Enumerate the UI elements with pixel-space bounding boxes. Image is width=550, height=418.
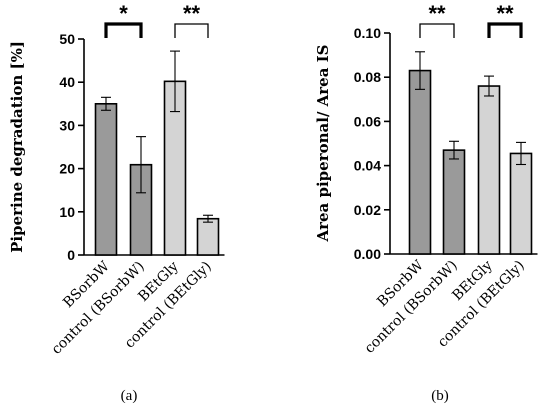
panel-label: (a) bbox=[121, 388, 138, 404]
bar bbox=[477, 85, 501, 255]
y-tick-label: 0.08 bbox=[354, 69, 381, 85]
panel-label: (b) bbox=[431, 388, 449, 404]
y-tick-label: 30 bbox=[59, 117, 75, 133]
y-axis-title: Area piperonal/ Area IS bbox=[314, 44, 332, 242]
y-tick-label: 0.00 bbox=[354, 246, 381, 262]
bar bbox=[509, 152, 533, 255]
significance-label: ** bbox=[183, 1, 201, 26]
significance-bracket bbox=[487, 22, 523, 38]
significance-bracket bbox=[174, 23, 209, 38]
significance-label: * bbox=[119, 1, 128, 26]
y-tick-label: 50 bbox=[59, 31, 75, 47]
significance-label: ** bbox=[428, 1, 446, 26]
significance-bracket bbox=[419, 23, 455, 38]
y-tick-label: 0 bbox=[67, 247, 75, 263]
y-tick-label: 0.06 bbox=[354, 113, 381, 129]
y-tick-label: 0.04 bbox=[354, 158, 381, 174]
y-axis-title: Piperine degradation [%] bbox=[8, 41, 26, 253]
y-tick-label: 40 bbox=[59, 74, 75, 90]
y-tick-label: 20 bbox=[59, 161, 75, 177]
y-tick-label: 0.10 bbox=[354, 25, 381, 41]
bar bbox=[196, 217, 220, 256]
bar bbox=[408, 69, 432, 255]
bar bbox=[442, 149, 466, 255]
significance-label: ** bbox=[496, 1, 514, 26]
significance-bracket bbox=[104, 22, 143, 38]
y-tick-label: 0.02 bbox=[354, 202, 381, 218]
y-tick-label: 10 bbox=[59, 204, 75, 220]
bar bbox=[94, 103, 118, 256]
